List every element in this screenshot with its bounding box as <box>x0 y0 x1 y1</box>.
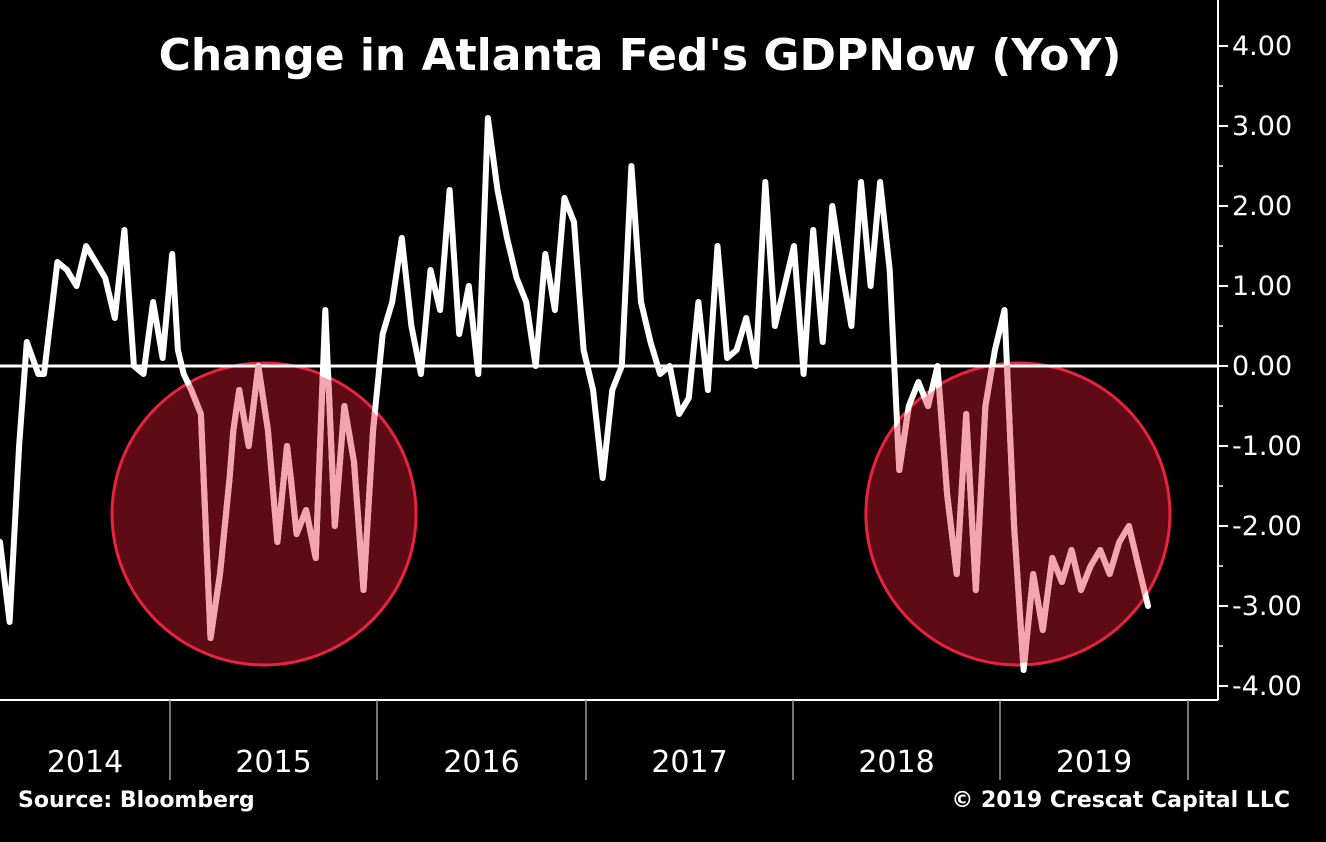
x-tick-label-2016: 2016 <box>443 745 519 780</box>
y-tick-label-6: -2.00 <box>1232 511 1302 542</box>
axis-layer: 4.00 3.00 2.00 1.00 0.00 -1.00 -2.00 -3.00 -4.00… <box>0 0 1302 780</box>
x-tick-label-2018: 2018 <box>858 745 934 780</box>
y-tick-label-4: 0.00 <box>1232 351 1292 382</box>
source-label: Source: Bloomberg <box>18 788 255 813</box>
y-tick-label-8: -4.00 <box>1232 671 1302 702</box>
y-tick-label-3: 1.00 <box>1232 271 1292 302</box>
plot-layer <box>0 115 1218 673</box>
copyright-label: © 2019 Crescat Capital LLC <box>951 788 1290 813</box>
chart-title: Change in Atlanta Fed's GDPNow (YoY) <box>159 30 1122 81</box>
y-tick-label-0: 4.00 <box>1232 31 1292 62</box>
x-tick-label-2014: 2014 <box>47 745 123 780</box>
x-tick-label-2019: 2019 <box>1056 745 1132 780</box>
y-tick-label-5: -1.00 <box>1232 431 1302 462</box>
y-tick-label-7: -3.00 <box>1232 591 1302 622</box>
x-tick-label-2017: 2017 <box>651 745 727 780</box>
y-tick-label-2: 2.00 <box>1232 191 1292 222</box>
x-tick-label-2015: 2015 <box>235 745 311 780</box>
y-tick-label-1: 3.00 <box>1232 111 1292 142</box>
